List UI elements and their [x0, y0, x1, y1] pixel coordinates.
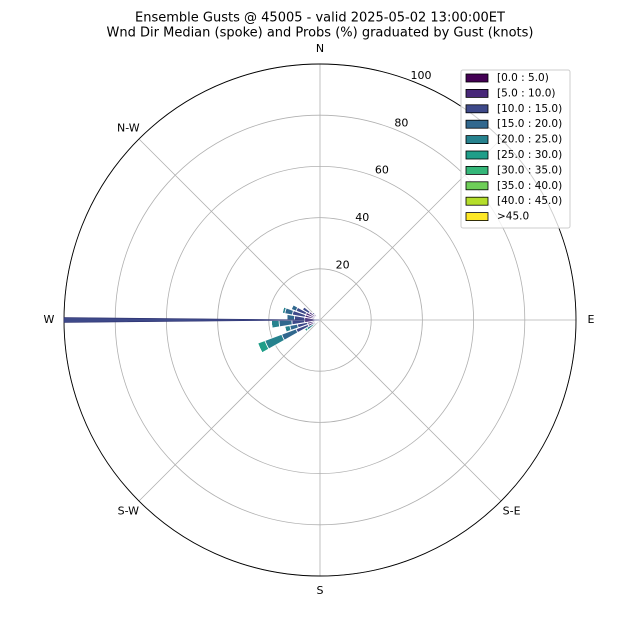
theta-label: S: [317, 584, 324, 597]
chart-subtitle: Wnd Dir Median (spoke) and Probs (%) gra…: [107, 26, 534, 41]
legend-swatch: [465, 89, 489, 98]
r-tick-label: 60: [375, 164, 389, 177]
r-tick-label: 20: [336, 258, 350, 271]
legend-swatch: [465, 119, 489, 129]
grid-spoke: [138, 319, 321, 502]
legend-label: [5.0 : 10.0): [497, 87, 555, 99]
theta-label: S-E: [503, 505, 521, 518]
median-spoke: [63, 317, 321, 323]
legend-swatch: [465, 212, 489, 222]
theta-label: N: [316, 42, 324, 55]
legend-label: >45.0: [497, 211, 529, 223]
wedge: [290, 304, 294, 310]
r-tick-label: 80: [394, 116, 408, 129]
legend-label: [30.0 : 35.0): [497, 164, 562, 176]
grid-spoke: [138, 138, 321, 321]
legend-swatch: [465, 73, 489, 83]
wedge: [270, 319, 281, 329]
r-tick-label: 100: [411, 69, 432, 82]
legend-label: [15.0 : 20.0): [497, 118, 562, 130]
theta-label: W: [44, 313, 55, 326]
theta-label: S-W: [118, 505, 140, 518]
legend-swatch: [465, 165, 489, 175]
legend-label: [0.0 : 5.0): [497, 72, 549, 84]
theta-label: E: [588, 313, 595, 326]
legend-label: [40.0 : 45.0): [497, 195, 562, 207]
legend-swatch: [465, 150, 489, 160]
legend-label: [25.0 : 30.0): [497, 149, 562, 161]
wedge: [302, 306, 305, 310]
wedge: [257, 343, 263, 353]
theta-label: N-W: [117, 121, 140, 134]
legend-swatch: [465, 135, 489, 145]
legend-label: [20.0 : 25.0): [497, 134, 562, 146]
chart-title: Ensemble Gusts @ 45005 - valid 2025-05-0…: [135, 11, 505, 26]
legend-label: [35.0 : 40.0): [497, 180, 562, 192]
legend-label: [10.0 : 15.0): [497, 103, 562, 115]
legend-swatch: [465, 104, 489, 114]
wedge: [281, 307, 285, 314]
legend-swatch: [465, 196, 489, 206]
grid-spoke: [319, 319, 502, 502]
r-tick-label: 40: [355, 211, 369, 224]
legend-swatch: [465, 181, 489, 191]
